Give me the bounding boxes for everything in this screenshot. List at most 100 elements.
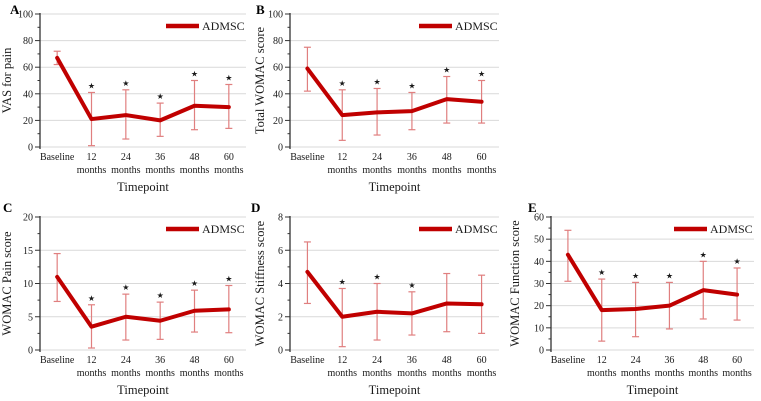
x-tick-label: 60 (224, 152, 234, 163)
significance-markers: ★ ★ ★ ★ ★ (88, 70, 233, 102)
y-tick-label: 2 (278, 312, 283, 323)
significance-star: ★ (122, 79, 129, 88)
x-tick-label: 60 (477, 355, 487, 366)
significance-star: ★ (339, 79, 346, 88)
x-tick-label: months (587, 368, 617, 379)
x-tick-label: months (467, 165, 497, 176)
significance-star: ★ (700, 250, 707, 259)
gridlines (551, 216, 754, 351)
significance-star: ★ (157, 92, 164, 101)
x-tick-label: 24 (121, 152, 131, 163)
legend-label: ADMSC (202, 19, 245, 33)
x-tick-label: Baseline (290, 152, 325, 163)
x-tick-label: 12 (337, 152, 347, 163)
x-tick-label: 24 (372, 355, 382, 366)
x-tick-label: months (145, 165, 175, 176)
x-tick-label: months (432, 165, 462, 176)
legend: ADMSC (674, 222, 753, 236)
legend: ADMSC (419, 222, 498, 236)
y-tick-label: 80 (23, 36, 33, 47)
gridlines (290, 13, 499, 148)
x-tick-label: months (180, 368, 210, 379)
significance-star: ★ (408, 81, 415, 90)
y-axis-title: VAS for pain (0, 47, 14, 113)
error-bars (53, 252, 233, 349)
chart-vas-pain: 0 20 40 60 80 100 ★ ★ ★ ★ ★ ADMSC Baseline 12 months 24… (0, 10, 246, 194)
significance-markers: ★ ★ ★ ★ ★ (339, 66, 486, 91)
x-tick-label: 48 (698, 355, 708, 366)
y-tick-label: 10 (23, 279, 33, 290)
significance-star: ★ (373, 77, 380, 86)
y-tick-label: 0 (278, 346, 283, 357)
error-bars (303, 241, 486, 348)
x-tick-label: months (328, 368, 358, 379)
significance-star: ★ (122, 283, 129, 292)
y-axis: 0 10 20 30 40 50 60 (534, 213, 552, 357)
error-bars (564, 229, 741, 342)
x-tick-label: months (77, 368, 107, 379)
x-tick-labels: Baseline 12 months 24 months 36 months 48 months… (290, 355, 496, 379)
y-tick-label: 60 (534, 213, 544, 224)
y-tick-label: 40 (23, 89, 33, 100)
significance-star: ★ (632, 271, 639, 280)
x-tick-label: months (397, 368, 427, 379)
significance-star: ★ (408, 281, 415, 290)
series-line-admsc (305, 269, 484, 319)
y-tick-label: 6 (278, 246, 283, 257)
x-tick-label: 36 (664, 355, 674, 366)
y-axis: 0 20 40 60 80 100 (18, 10, 41, 154)
panel-label-b: B (256, 2, 265, 17)
x-tick-label: Baseline (40, 152, 75, 163)
x-tick-label: months (328, 165, 358, 176)
x-tick-label: 36 (155, 152, 165, 163)
panel-label-a: A (10, 2, 20, 17)
x-tick-labels: Baseline 12 months 24 months 36 months 48 months… (40, 152, 244, 176)
x-tick-label: Baseline (551, 355, 586, 366)
legend-label: ADMSC (455, 222, 498, 236)
y-tick-label: 0 (28, 143, 33, 154)
x-axis-title: Timepoint (627, 383, 679, 397)
x-axis-title: Timepoint (369, 180, 421, 194)
x-tick-label: months (214, 165, 244, 176)
series-line-admsc (55, 55, 231, 123)
significance-markers: ★ ★ ★ ★ ★ (598, 250, 741, 280)
x-tick-labels: Baseline 12 months 24 months 36 months 48 months… (290, 152, 496, 176)
x-tick-label: months (467, 368, 497, 379)
legend-label: ADMSC (202, 222, 245, 236)
y-tick-label: 15 (23, 246, 33, 257)
x-axis-title: Timepoint (369, 383, 421, 397)
panel-label-c: C (3, 200, 13, 215)
legend-label: ADMSC (455, 19, 498, 33)
x-tick-label: months (111, 368, 141, 379)
y-tick-label: 20 (534, 301, 544, 312)
x-tick-label: 12 (597, 355, 607, 366)
x-tick-labels: Baseline 12 months 24 months 36 months 48 months… (40, 355, 244, 379)
x-tick-label: months (145, 368, 175, 379)
x-tick-label: Baseline (290, 355, 325, 366)
x-tick-label: months (362, 368, 392, 379)
x-tick-label: 48 (190, 152, 200, 163)
x-tick-label: 24 (372, 152, 382, 163)
y-axis: 0 20 40 60 80 100 (268, 10, 291, 154)
x-tick-label: 60 (477, 152, 487, 163)
x-tick-labels: Baseline 12 months 24 months 36 months 48 months… (551, 355, 752, 379)
y-tick-label: 40 (273, 89, 283, 100)
x-tick-label: 12 (337, 355, 347, 366)
x-axis-title: Timepoint (117, 383, 169, 397)
series-line-admsc (565, 252, 740, 313)
significance-star: ★ (478, 70, 485, 79)
significance-star: ★ (225, 73, 232, 82)
x-tick-label: months (655, 368, 685, 379)
x-tick-label: months (362, 165, 392, 176)
significance-star: ★ (733, 257, 740, 266)
x-tick-label: 24 (121, 355, 131, 366)
x-tick-label: 12 (87, 152, 97, 163)
y-tick-label: 0 (539, 346, 544, 357)
x-tick-label: Baseline (40, 355, 75, 366)
significance-star: ★ (191, 70, 198, 79)
y-tick-label: 8 (278, 213, 283, 224)
legend: ADMSC (419, 19, 498, 33)
x-tick-label: months (621, 368, 651, 379)
x-tick-label: 12 (87, 355, 97, 366)
